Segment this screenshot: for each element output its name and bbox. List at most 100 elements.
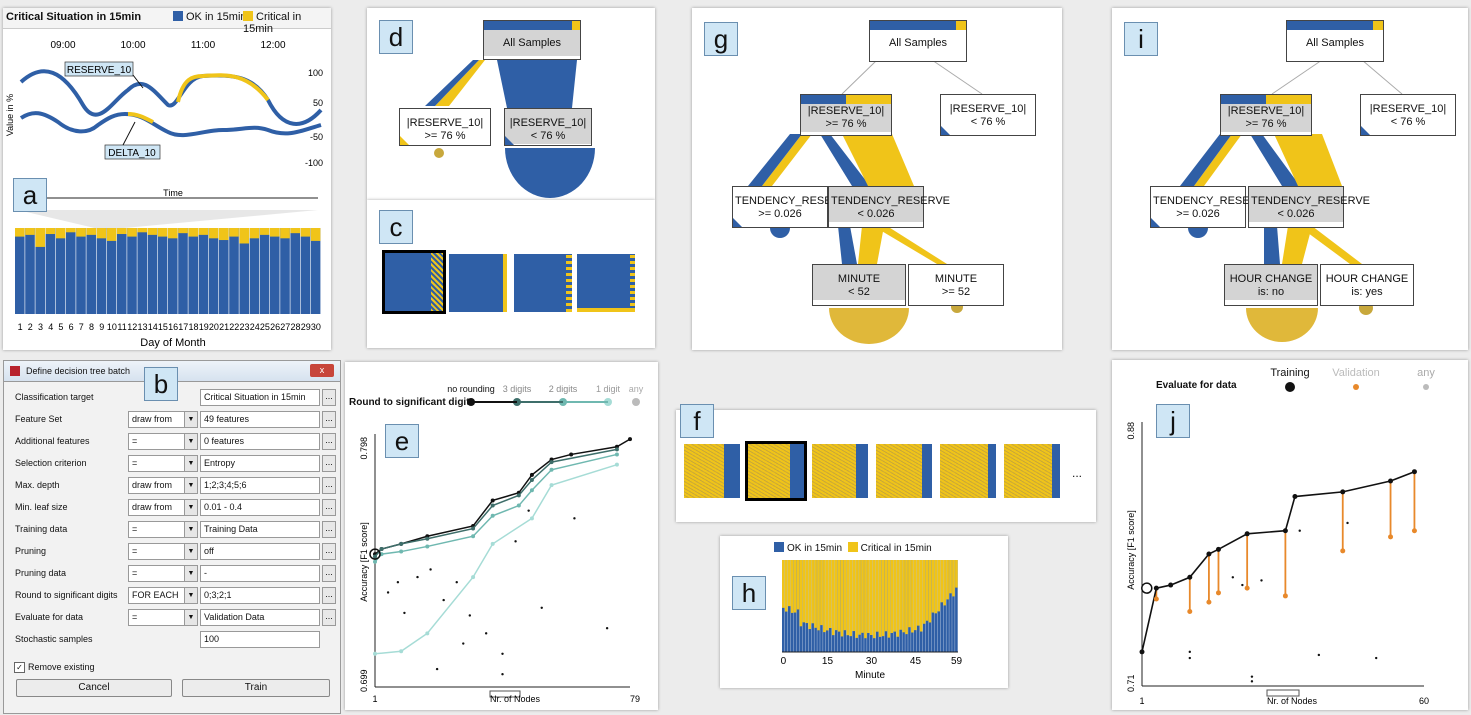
any-point[interactable] [462, 642, 465, 645]
day-bar-critical[interactable] [300, 228, 311, 237]
minute-bar-critical[interactable] [802, 560, 806, 623]
round-option-label[interactable]: any [629, 384, 644, 394]
day-bar-critical[interactable] [137, 228, 147, 233]
minute-bar-critical[interactable] [914, 560, 917, 631]
chevron-down-icon[interactable]: ▼ [184, 588, 197, 603]
tree-i-n4[interactable]: TENDENCY_RESERVE < 0.026 [1248, 186, 1370, 228]
minute-bar-critical[interactable] [823, 560, 826, 633]
value-field[interactable]: - [200, 565, 320, 582]
round-option-label[interactable]: no rounding [447, 384, 495, 394]
eval-option-label[interactable]: Training [1270, 367, 1309, 379]
accuracy-point[interactable] [471, 526, 476, 531]
minute-bar-critical[interactable] [884, 560, 888, 632]
mode-select[interactable]: = ▼ [128, 455, 198, 472]
round-option-label[interactable]: 1 digit [596, 384, 621, 394]
selected-point[interactable] [1141, 582, 1153, 594]
accuracy-point[interactable] [425, 536, 430, 541]
minute-bar-critical[interactable] [905, 560, 908, 635]
minute-bar-critical[interactable] [834, 560, 838, 631]
training-point[interactable] [1340, 489, 1346, 495]
any-point[interactable] [429, 568, 432, 571]
day-bar-ok[interactable] [15, 228, 25, 314]
panel-j-accuracy-plot[interactable]: Evaluate for data Training Validation any … [1112, 360, 1468, 710]
day-bar-ok[interactable] [280, 228, 290, 314]
any-point[interactable] [442, 598, 445, 602]
minute-bar-chart[interactable]: 0 15 30 45 59 Minute [720, 536, 1008, 688]
minute-bar-critical[interactable] [855, 560, 858, 638]
minute-bar-ok[interactable] [943, 560, 946, 652]
eval-option-label[interactable]: any [1417, 367, 1435, 379]
minute-bar-critical[interactable] [846, 560, 850, 636]
accuracy-point[interactable] [425, 544, 430, 549]
validation-point[interactable] [1206, 599, 1212, 605]
day-bar-ok[interactable] [66, 228, 76, 314]
any-point[interactable] [540, 606, 543, 609]
day-bar-ok[interactable] [127, 228, 137, 314]
training-line[interactable] [1141, 470, 1415, 653]
training-point[interactable] [1139, 649, 1145, 655]
accuracy-point[interactable] [490, 513, 495, 518]
timeseries-chart[interactable]: 09:00 10:00 11:00 12:00 Value in % Time 100… [3, 30, 331, 350]
validation-point[interactable] [1388, 534, 1394, 540]
minute-bar-critical[interactable] [796, 560, 800, 610]
day-bar-ok[interactable] [96, 228, 107, 314]
minute-bar-critical[interactable] [808, 560, 812, 630]
mode-select[interactable]: draw from ▼ [128, 499, 198, 516]
day-bar-critical[interactable] [25, 228, 35, 235]
eval-option-label[interactable]: Validation [1332, 367, 1380, 379]
training-point[interactable] [1153, 585, 1159, 591]
training-point[interactable] [1187, 574, 1193, 580]
training-point[interactable] [1168, 582, 1174, 588]
accuracy-point[interactable] [379, 547, 384, 551]
day-bar-critical[interactable] [55, 228, 66, 239]
browse-button[interactable]: ... [322, 609, 336, 626]
minute-bar-critical[interactable] [820, 560, 823, 626]
round-option-marker[interactable] [632, 398, 640, 406]
day-bar-critical[interactable] [96, 228, 107, 239]
minute-bar-critical[interactable] [893, 560, 897, 632]
accuracy-point[interactable] [516, 493, 521, 498]
tree-d-left[interactable]: |RESERVE_10| >= 76 % [399, 108, 491, 146]
treemap-thumb-f-3[interactable] [812, 444, 868, 498]
day-bar-ok[interactable] [137, 228, 147, 314]
minute-bar-critical[interactable] [881, 560, 885, 637]
chevron-down-icon[interactable]: ▼ [184, 566, 197, 581]
day-bar-critical[interactable] [127, 228, 137, 237]
minute-bar-critical[interactable] [784, 560, 788, 612]
accuracy-point[interactable] [399, 541, 404, 546]
minute-bar-critical[interactable] [858, 560, 861, 635]
any-point[interactable] [527, 509, 530, 512]
accuracy-point[interactable] [490, 541, 495, 546]
minute-bar-ok[interactable] [955, 560, 958, 652]
tree-g-root[interactable]: All Samples [869, 20, 967, 62]
day-bar-critical[interactable] [259, 228, 270, 235]
minute-bar-critical[interactable] [931, 560, 935, 613]
accuracy-point[interactable] [490, 503, 495, 508]
day-bar-critical[interactable] [270, 228, 280, 237]
chevron-down-icon[interactable]: ▼ [184, 412, 197, 427]
round-option-label[interactable]: 3 digits [503, 384, 532, 394]
minute-bar-critical[interactable] [849, 560, 853, 637]
minute-bar-ok[interactable] [940, 560, 944, 652]
minute-bar-critical[interactable] [870, 560, 873, 636]
more-ellipsis[interactable]: ... [1072, 466, 1083, 480]
validation-point[interactable] [1153, 596, 1159, 602]
day-bars[interactable] [15, 228, 321, 314]
day-bar-ok[interactable] [76, 228, 86, 314]
day-bar-ok[interactable] [86, 228, 96, 314]
minute-bar-critical[interactable] [946, 560, 949, 600]
browse-button[interactable]: ... [322, 521, 336, 538]
panel-g-tree[interactable]: All Samples |RESERVE_10| >= 76 % |RESERVE… [692, 8, 1062, 350]
day-bar-ok[interactable] [157, 228, 168, 314]
minute-bar-critical[interactable] [840, 560, 844, 637]
day-bar-critical[interactable] [188, 228, 198, 237]
value-field[interactable]: 0 features [200, 433, 320, 450]
treemap-thumb-f-5[interactable] [940, 444, 996, 498]
any-point[interactable] [1188, 650, 1191, 654]
day-bar-ok[interactable] [198, 228, 209, 314]
minute-bar-critical[interactable] [943, 560, 946, 606]
day-bar-critical[interactable] [249, 228, 260, 239]
accuracy-point[interactable] [549, 460, 554, 465]
browse-button[interactable]: ... [322, 499, 336, 516]
day-bar-critical[interactable] [290, 228, 300, 234]
